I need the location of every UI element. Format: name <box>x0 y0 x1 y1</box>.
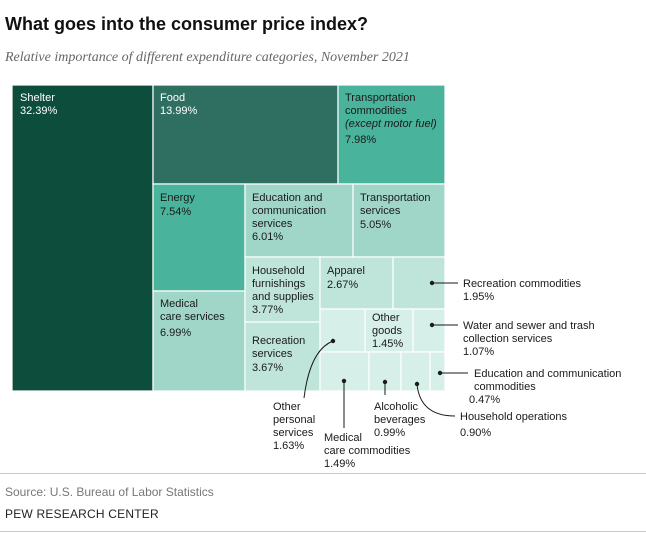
bottom-divider <box>0 531 646 532</box>
label-household-furnishings: furnishings <box>252 278 306 290</box>
value-medical-care-services: 6.99% <box>160 327 191 339</box>
label-alcoholic-beverages: beverages <box>374 414 426 426</box>
label-transportation-commodities: Transportation <box>345 92 416 104</box>
label-education-communication-commodities: commodities <box>474 381 536 393</box>
value-shelter: 32.39% <box>20 105 58 117</box>
value-other-goods: 1.45% <box>372 338 403 350</box>
label-household-furnishings: Household <box>252 265 305 277</box>
rect-recreation-commodities <box>392 256 446 310</box>
value-other-personal-services: 1.63% <box>273 440 304 452</box>
label-medical-care-commodities: Medical <box>324 432 362 444</box>
label-recreation-services: Recreation <box>252 335 305 347</box>
label-medical-care-services: care services <box>160 311 225 323</box>
label-apparel: Apparel <box>327 265 365 277</box>
label-education-communication-services: communication <box>252 205 326 217</box>
rect-medical-care-services <box>152 290 246 392</box>
rect-energy <box>152 183 246 292</box>
label-education-communication-services: services <box>252 218 293 230</box>
rect-other-personal-services <box>319 308 366 353</box>
label-alcoholic-beverages: Alcoholic <box>374 401 419 413</box>
label-energy: Energy <box>160 192 195 204</box>
rect-education-communication-commodities <box>429 351 446 392</box>
source-note: Source: U.S. Bureau of Labor Statistics <box>5 485 214 499</box>
value-recreation-commodities: 1.95% <box>463 291 494 303</box>
chart-title: What goes into the consumer price index? <box>5 14 369 34</box>
rect-transportation-services <box>352 183 446 258</box>
label-other-goods: goods <box>372 325 402 337</box>
label-food: Food <box>160 92 185 104</box>
organization-logo-text: PEW RESEARCH CENTER <box>5 507 159 521</box>
label-household-furnishings: and supplies <box>252 291 314 303</box>
label-other-goods: Other <box>372 312 400 324</box>
value-food: 13.99% <box>160 105 198 117</box>
label-recreation-commodities: Recreation commodities <box>463 278 581 290</box>
rect-food <box>152 84 339 185</box>
value-household-operations: 0.90% <box>460 427 491 439</box>
label-recreation-services: services <box>252 348 293 360</box>
label-transportation-services: services <box>360 205 401 217</box>
label-transportation-commodities: commodities <box>345 105 407 117</box>
value-education-communication-commodities: 0.47% <box>469 394 500 406</box>
label-transportation-services: Transportation <box>360 192 431 204</box>
label-other-personal-services: Other <box>273 401 301 413</box>
leader-other-personal-services <box>303 340 334 399</box>
label-education-communication-commodities: Education and communication <box>474 368 621 380</box>
label-transportation-commodities-note: (except motor fuel) <box>345 118 437 130</box>
value-transportation-commodities: 7.98% <box>345 134 376 146</box>
value-household-furnishings: 3.77% <box>252 304 283 316</box>
rect-transportation-commodities <box>337 84 446 185</box>
value-education-communication-services: 6.01% <box>252 231 283 243</box>
label-water-sewer-trash: collection services <box>463 333 553 345</box>
label-medical-care-commodities: care commodities <box>324 445 411 457</box>
value-water-sewer-trash: 1.07% <box>463 346 494 358</box>
label-other-personal-services: services <box>273 427 314 439</box>
label-education-communication-services: Education and <box>252 192 322 204</box>
label-other-personal-services: personal <box>273 414 315 426</box>
value-apparel: 2.67% <box>327 279 358 291</box>
value-energy: 7.54% <box>160 206 191 218</box>
footer-divider <box>0 473 646 474</box>
label-household-operations: Household operations <box>460 411 568 423</box>
label-medical-care-services: Medical <box>160 298 198 310</box>
label-water-sewer-trash: Water and sewer and trash <box>463 320 595 332</box>
rect-water-sewer-trash <box>412 308 446 353</box>
value-transportation-services: 5.05% <box>360 219 391 231</box>
rect-shelter <box>11 84 154 392</box>
label-shelter: Shelter <box>20 92 55 104</box>
leader-household-operations <box>416 383 456 417</box>
value-medical-care-commodities: 1.49% <box>324 458 355 470</box>
value-recreation-services: 3.67% <box>252 362 283 374</box>
rect-education-communication-services <box>244 183 354 258</box>
chart-subtitle: Relative importance of different expendi… <box>5 50 410 65</box>
value-alcoholic-beverages: 0.99% <box>374 427 405 439</box>
